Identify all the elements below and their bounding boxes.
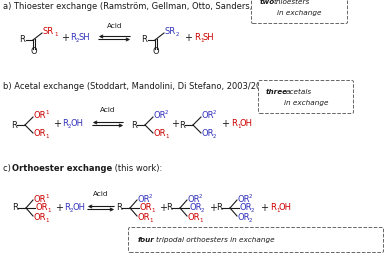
Text: OR: OR [202,130,214,138]
Text: b) Acetal exchange (Stoddart, Mandolini, Di Stefano, 2003/2005):: b) Acetal exchange (Stoddart, Mandolini,… [3,82,278,91]
Text: (this work):: (this work): [112,164,162,173]
Text: in exchange: in exchange [277,10,322,16]
Text: four: four [138,237,155,243]
Text: O: O [153,47,159,56]
Text: OH: OH [279,203,292,213]
Text: +: + [61,33,69,43]
Text: OR: OR [238,213,250,221]
Text: +: + [221,119,229,129]
Text: OH: OH [71,119,84,129]
Text: 2: 2 [70,209,73,214]
Text: 2: 2 [249,194,252,198]
Text: R: R [11,120,17,130]
Text: R: R [12,203,18,213]
Text: 2: 2 [199,194,203,198]
Text: c): c) [3,164,13,173]
Text: +: + [184,33,192,43]
Text: R: R [141,36,147,44]
Text: +: + [53,119,61,129]
Text: three: three [266,89,288,94]
Text: OR: OR [34,195,47,203]
Text: Acid: Acid [100,107,116,113]
Text: 18: 18 [306,82,313,87]
Text: OR: OR [154,112,167,120]
Text: R: R [116,203,122,213]
Text: +: + [260,203,268,213]
Text: 1: 1 [151,209,154,214]
Text: 1: 1 [45,194,49,198]
Text: OR: OR [188,195,200,203]
Text: OR: OR [202,112,214,120]
Text: OR: OR [238,195,250,203]
Text: tripodal orthoesters in exchange: tripodal orthoesters in exchange [156,237,275,243]
Text: a) Thioester exchange (Ramström, Gellman, Otto, Sanders, 2004/2005):: a) Thioester exchange (Ramström, Gellman… [3,2,306,11]
Text: 2: 2 [176,33,180,38]
Text: 2: 2 [213,135,216,139]
Text: 1: 1 [165,135,169,139]
Text: 1: 1 [149,217,152,223]
Text: 2: 2 [68,124,71,130]
Text: OR: OR [34,130,47,138]
Text: R: R [231,119,237,129]
Text: 1: 1 [237,124,241,130]
Text: 1: 1 [200,39,203,43]
Text: OR: OR [240,203,252,213]
Text: +: + [209,203,217,213]
Text: 2: 2 [165,110,169,116]
Text: 1: 1 [54,33,58,38]
Text: OR: OR [34,112,47,120]
Text: in exchange: in exchange [284,100,328,106]
Text: 2: 2 [251,209,254,214]
Text: 1: 1 [47,209,51,214]
Text: 2: 2 [213,110,216,116]
Text: R: R [194,34,200,42]
Text: 2: 2 [201,209,205,214]
Text: 2: 2 [249,217,252,223]
Text: OR: OR [188,213,200,221]
Text: R: R [179,120,185,130]
Text: +: + [159,203,167,213]
Text: SR: SR [165,27,176,37]
Text: +: + [171,119,179,129]
Text: +: + [55,203,63,213]
Text: 2: 2 [76,39,80,43]
Text: OR: OR [36,203,49,213]
Text: R: R [70,34,76,42]
Text: OH: OH [73,203,86,213]
Text: acetals: acetals [286,89,312,94]
Text: R: R [216,203,222,213]
Text: OR: OR [34,213,47,221]
Text: SH: SH [203,34,215,42]
Text: SH: SH [79,34,91,42]
Text: 1: 1 [276,209,279,214]
Text: OR: OR [140,203,152,213]
Text: 1: 1 [45,135,49,139]
Text: SR: SR [43,27,54,37]
Text: R: R [131,120,137,130]
Text: 2: 2 [149,194,152,198]
Text: 17: 17 [315,2,322,7]
Text: R: R [270,203,276,213]
Text: OR: OR [138,213,151,221]
Text: OH: OH [240,119,253,129]
Text: R: R [19,36,25,44]
Text: R: R [166,203,172,213]
FancyBboxPatch shape [258,81,354,114]
Text: thioesters: thioesters [274,0,310,5]
FancyBboxPatch shape [129,228,383,252]
Text: Orthoester exchange: Orthoester exchange [12,164,112,173]
FancyBboxPatch shape [252,0,347,24]
Text: 1: 1 [45,110,49,116]
Text: R: R [64,203,70,213]
Text: OR: OR [154,130,167,138]
Text: 1: 1 [45,217,49,223]
Text: OR: OR [190,203,203,213]
Text: R: R [62,119,68,129]
Text: two: two [260,0,275,5]
Text: OR: OR [138,195,151,203]
Text: O: O [31,47,37,56]
Text: Acid: Acid [107,23,123,29]
Text: 1: 1 [199,217,203,223]
Text: Acid: Acid [93,191,109,197]
